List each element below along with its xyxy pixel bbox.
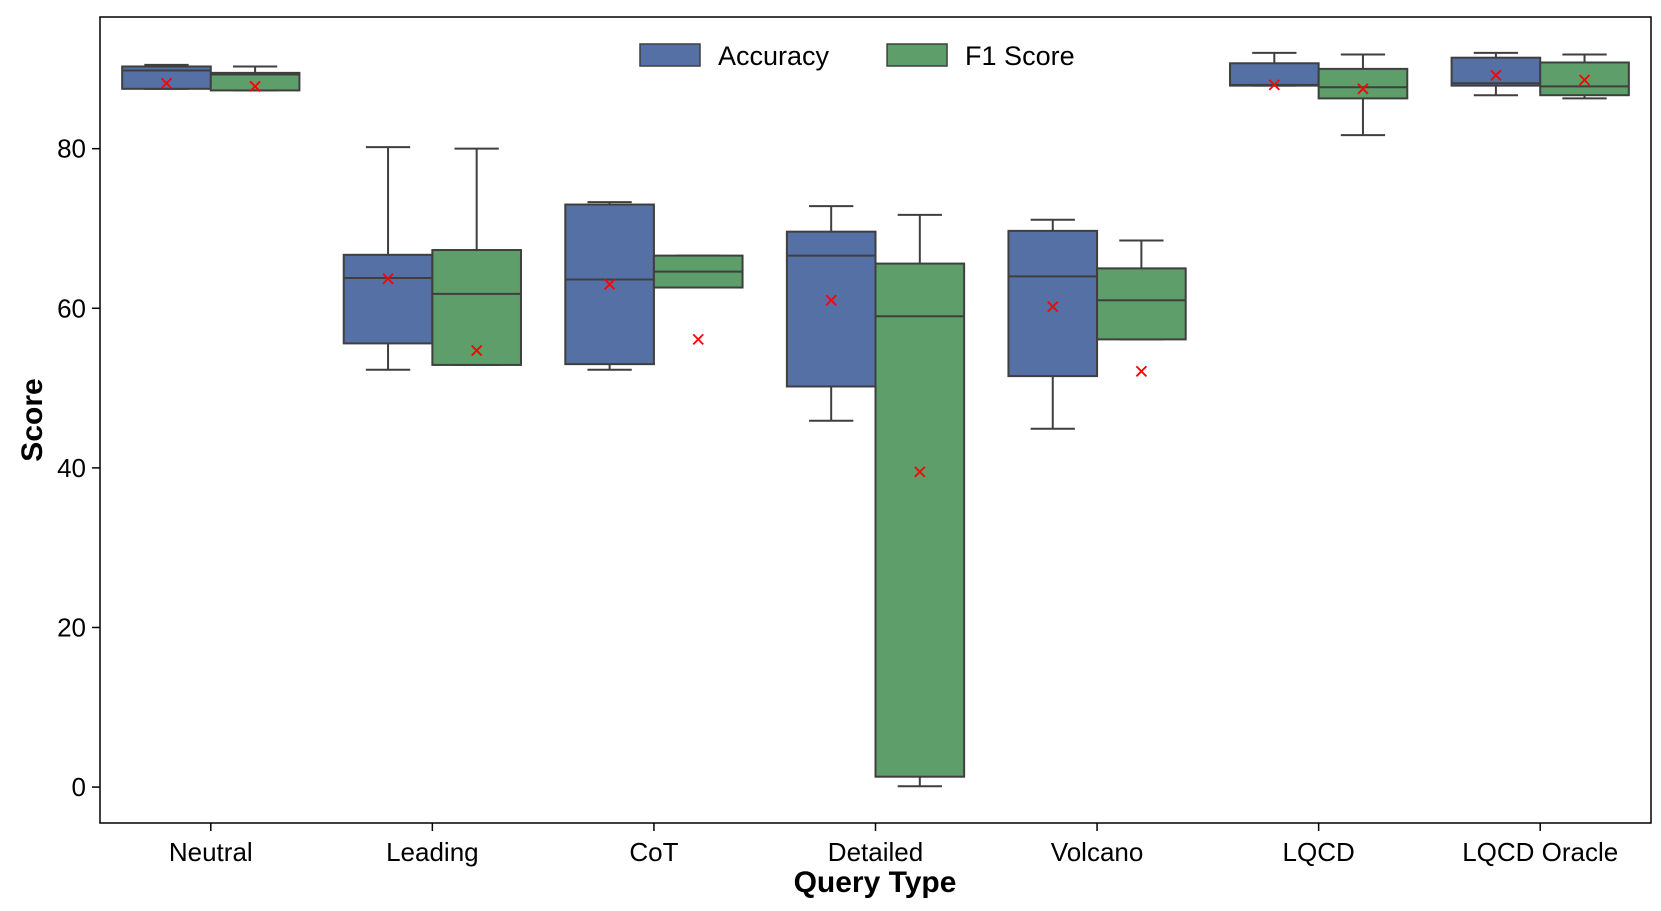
x-tick-label: LQCD Oracle	[1462, 837, 1618, 867]
box-iqr	[874, 262, 966, 778]
mean-markers-layer	[160, 69, 1591, 478]
x-tick-label: Detailed	[828, 837, 923, 867]
box-f1-score-leading	[431, 147, 522, 366]
legend-swatch	[886, 43, 948, 67]
boxes-layer	[121, 51, 1630, 788]
mean-marker	[692, 333, 704, 346]
box-f1-score-lqcd-oracle	[1539, 53, 1630, 100]
box-f1-score-cot	[652, 254, 744, 289]
box-iqr	[209, 71, 301, 92]
box-iqr	[342, 253, 434, 345]
box-f1-score-detailed	[874, 213, 966, 788]
box-accuracy-neutral	[121, 63, 212, 90]
mean-marker	[1135, 365, 1148, 377]
mean-marker	[1047, 301, 1059, 313]
mean-marker	[1268, 79, 1280, 91]
box-iqr	[1007, 229, 1099, 378]
box-f1-score-lqcd	[1317, 53, 1409, 137]
legend-label: Accuracy	[718, 41, 830, 71]
legend-label: F1 Score	[965, 41, 1075, 71]
box-f1-score-volcano	[1096, 239, 1187, 341]
box-iqr	[1096, 267, 1187, 341]
box-f1-score-neutral	[209, 65, 301, 92]
legend-item-f1-score: F1 Score	[886, 41, 1075, 71]
legend-swatch	[639, 43, 701, 67]
legend: Accuracy F1 Score	[639, 41, 1075, 71]
mean-marker	[249, 80, 261, 93]
mean-marker	[914, 466, 926, 478]
mean-marker	[603, 278, 616, 290]
mean-marker	[825, 294, 837, 306]
legend-item-accuracy: Accuracy	[639, 41, 830, 71]
mean-marker	[471, 344, 483, 357]
box-accuracy-lqcd-oracle	[1450, 51, 1542, 97]
x-tick-label: Neutral	[169, 837, 253, 867]
box-accuracy-leading	[342, 146, 434, 371]
x-tick-label: Volcano	[1051, 837, 1144, 867]
y-axis-title: Score	[16, 378, 49, 461]
mean-marker	[160, 77, 173, 89]
y-tick-label: 40	[57, 453, 86, 483]
box-accuracy-lqcd	[1229, 51, 1320, 87]
y-tick-label: 20	[57, 612, 86, 642]
y-tick-label: 80	[57, 134, 86, 164]
box-accuracy-cot	[564, 201, 655, 371]
box-iqr	[431, 249, 522, 366]
box-iqr	[1317, 67, 1409, 100]
x-tick-label: LQCD	[1283, 837, 1355, 867]
x-axis: Neutral Leading CoT Detailed Volcano LQCD LQCD…	[169, 823, 1618, 867]
y-tick-label: 0	[72, 772, 86, 802]
x-tick-label: Leading	[386, 837, 479, 867]
x-tick-label: CoT	[629, 837, 678, 867]
mean-marker	[1490, 69, 1502, 81]
mean-marker	[1357, 83, 1369, 95]
box-iqr	[785, 230, 877, 388]
box-accuracy-volcano	[1007, 218, 1099, 430]
mean-marker	[1578, 74, 1591, 86]
mean-marker	[382, 273, 394, 285]
box-accuracy-detailed	[785, 205, 877, 422]
y-tick-label: 60	[57, 293, 86, 323]
box-iqr	[1450, 56, 1542, 87]
y-axis: 0 20 40 60 80	[57, 134, 100, 802]
x-axis-title: Query Type	[794, 866, 957, 899]
box-iqr	[1229, 62, 1320, 87]
